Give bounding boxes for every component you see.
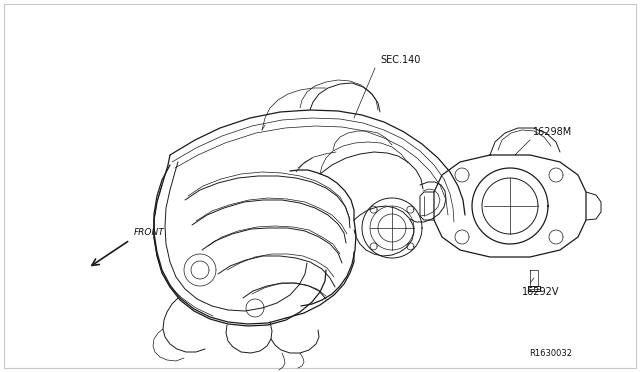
Text: SEC.140: SEC.140	[380, 55, 420, 65]
Text: FRONT: FRONT	[134, 228, 164, 237]
Text: 16298M: 16298M	[533, 127, 572, 137]
Text: R1630032: R1630032	[529, 349, 572, 358]
Text: 16292V: 16292V	[522, 287, 559, 297]
